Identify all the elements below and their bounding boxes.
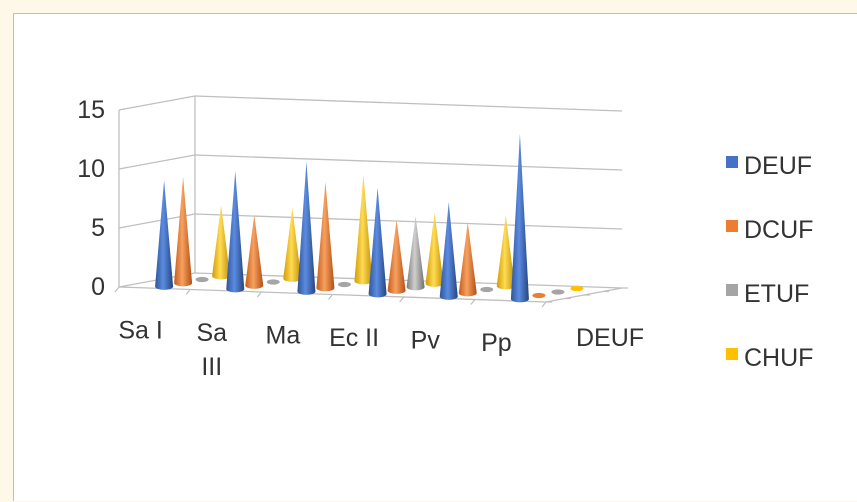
zero-value-marker — [195, 276, 209, 283]
cone-dcuf-4 — [458, 222, 477, 297]
y-axis-ticks: 0 5 10 15 — [77, 96, 105, 301]
cone-body — [316, 181, 335, 292]
y-tick-label: 15 — [77, 96, 105, 124]
y-tick-label: 10 — [77, 155, 105, 183]
depth-axis: DEUF — [576, 324, 644, 352]
x-tick-mark — [328, 294, 333, 300]
cone-deuf-4 — [439, 202, 458, 300]
x-tick-mark — [470, 299, 476, 305]
cone-dcuf-0 — [174, 176, 193, 287]
cone-body — [406, 216, 425, 291]
zero-value-marker — [480, 286, 494, 293]
cone-chuf-4 — [496, 215, 515, 290]
cone-deuf-0 — [155, 180, 174, 290]
chart-walls — [114, 95, 628, 308]
zero-value-marker — [266, 279, 280, 285]
x-tick-mark — [114, 286, 120, 293]
cone-deuf-1 — [226, 171, 245, 293]
x-tick-label: Ec II — [329, 324, 379, 352]
legend-item-etuf: ETUF — [726, 280, 809, 308]
legend-label: CHUF — [744, 344, 813, 372]
cone-deuf-3 — [368, 187, 387, 298]
cone-body — [439, 202, 458, 300]
side-gridline — [118, 95, 196, 111]
cone-etuf-0 — [195, 276, 209, 283]
cone-body — [245, 214, 264, 289]
x-tick-label: Pv — [411, 326, 441, 354]
back-gridline — [194, 154, 623, 171]
zero-value-marker — [570, 285, 584, 292]
cone-body — [155, 180, 174, 290]
cone-body — [496, 215, 515, 290]
cone-chuf-1 — [283, 207, 302, 282]
cone-body — [212, 205, 231, 280]
cone-body — [226, 171, 245, 293]
x-tick-label: Pp — [481, 329, 512, 357]
x-tick-mark — [399, 296, 405, 303]
legend: DEUF DCUF ETUF CHUF — [726, 152, 813, 372]
zero-value-marker — [551, 289, 565, 295]
y-tick-label: 5 — [91, 214, 105, 242]
cone-chuf-0 — [212, 205, 231, 280]
cone-chart: 0 5 10 15 Sa I Sa III Ma Ec II Pv Pp DEUF DEUF DCU… — [77, 95, 813, 381]
legend-item-chuf: CHUF — [726, 344, 813, 372]
legend-swatch — [726, 348, 738, 360]
cone-etuf-3 — [406, 216, 425, 291]
x-axis-ticks: Sa I Sa III Ma Ec II Pv Pp — [118, 316, 511, 381]
depth-axis-label: DEUF — [576, 324, 644, 352]
cone-dcuf-5 — [532, 292, 546, 299]
cone-etuf-5 — [551, 289, 565, 295]
zero-value-marker — [337, 281, 351, 288]
x-tick-mark — [541, 301, 547, 308]
back-gridline — [194, 95, 623, 112]
cone-chuf-3 — [425, 212, 444, 287]
cone-marks — [155, 133, 584, 303]
y-tick-label: 0 — [91, 273, 105, 301]
cone-body — [510, 133, 529, 303]
x-tick-label: Sa III — [196, 319, 227, 381]
cone-body — [174, 176, 193, 287]
cone-chuf-5 — [570, 285, 584, 292]
x-tick-mark — [256, 291, 262, 298]
cone-chuf-2 — [354, 174, 373, 285]
cone-deuf-5 — [510, 133, 529, 303]
cone-body — [297, 161, 316, 295]
cone-body — [368, 187, 387, 298]
cone-body — [283, 207, 302, 282]
legend-label: DCUF — [744, 216, 813, 244]
back-gridline — [194, 213, 623, 230]
cone-body — [458, 222, 477, 297]
cone-dcuf-1 — [245, 214, 264, 289]
legend-label: DEUF — [744, 152, 812, 180]
cone-dcuf-2 — [316, 181, 335, 292]
legend-swatch — [726, 156, 738, 168]
cone-etuf-1 — [266, 279, 280, 285]
x-tick-label: Sa I — [118, 316, 162, 344]
cone-etuf-4 — [480, 286, 494, 293]
cone-body — [425, 212, 444, 287]
cone-body — [354, 174, 373, 285]
legend-item-deuf: DEUF — [726, 152, 812, 180]
zero-value-marker — [532, 292, 546, 299]
side-gridline — [118, 154, 196, 170]
cone-etuf-2 — [337, 281, 351, 288]
legend-label: ETUF — [744, 280, 809, 308]
legend-item-dcuf: DCUF — [726, 216, 813, 244]
legend-swatch — [726, 220, 738, 232]
cone-deuf-2 — [297, 161, 316, 295]
x-tick-label: Ma — [266, 321, 301, 349]
cone-body — [387, 219, 406, 294]
cone-dcuf-3 — [387, 219, 406, 294]
chart-frame: 0 5 10 15 Sa I Sa III Ma Ec II Pv Pp DEUF DEUF DCU… — [13, 13, 857, 501]
legend-swatch — [726, 284, 738, 296]
x-tick-mark — [185, 289, 191, 295]
